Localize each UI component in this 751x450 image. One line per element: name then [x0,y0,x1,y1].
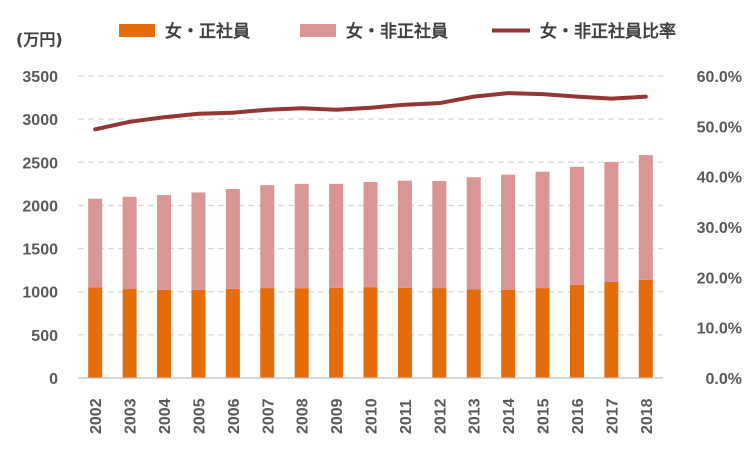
bar-regular-2018 [638,279,653,378]
y-right-tick-label: 50.0% [697,119,742,136]
x-tick-label: 2011 [398,399,415,434]
x-tick-label: 2014 [501,398,518,434]
bar-nonregular-2013 [466,177,481,290]
bar-regular-2017 [604,281,619,378]
y-left-tick-label: 1500 [22,242,58,259]
bar-regular-2015 [535,288,550,378]
bar-nonregular-2005 [191,192,206,290]
x-tick-label: 2016 [570,398,587,434]
bar-regular-2005 [191,289,206,378]
bar-nonregular-2004 [157,195,172,290]
bar-regular-2008 [294,288,309,378]
bar-nonregular-2008 [294,183,309,289]
y-right-tick-label: 30.0% [697,220,742,237]
bar-nonregular-2009 [329,183,344,288]
bar-nonregular-2018 [638,155,653,280]
y-right-tick-label: 60.0% [697,69,742,86]
bar-regular-2009 [329,287,344,378]
x-tick-label: 2005 [191,398,208,434]
bar-regular-2013 [466,289,481,378]
x-tick-label: 2006 [226,398,243,434]
bar-nonregular-2010 [363,181,378,288]
y-left-tick-label: 3000 [22,112,58,129]
bar-regular-2006 [225,288,240,378]
bar-nonregular-2014 [501,174,516,290]
bar-nonregular-2006 [225,189,240,289]
x-tick-label: 2007 [260,398,277,434]
x-tick-label: 2003 [123,398,140,434]
x-tick-label: 2009 [329,398,346,434]
y-left-tick-label: 2500 [22,155,58,172]
x-tick-label: 2012 [432,398,449,434]
ratio-line [93,91,648,132]
x-tick-label: 2017 [604,398,621,434]
y-right-tick-label: 10.0% [697,321,742,338]
bar-regular-2014 [501,289,516,378]
y-left-tick-label: 1000 [22,285,58,302]
bar-regular-2012 [432,288,447,378]
y-right-tick-label: 40.0% [697,170,742,187]
x-tick-label: 2002 [88,398,105,434]
bar-nonregular-2016 [569,166,584,285]
x-tick-label: 2008 [295,398,312,434]
x-tick-label: 2015 [536,398,553,434]
bar-regular-2002 [88,287,103,378]
x-tick-label: 2013 [467,398,484,434]
y-left-tick-label: 0 [49,371,58,388]
bar-nonregular-2017 [604,162,619,282]
bar-nonregular-2007 [260,185,275,289]
legend-label-ratio: 女・非正社員比率 [540,21,676,42]
legend-swatch-nonregular [300,24,336,37]
bar-regular-2003 [122,289,137,378]
bar-regular-2010 [363,287,378,378]
y-left-axis-label: (万円) [16,30,63,49]
x-tick-label: 2004 [157,398,174,434]
bar-regular-2016 [569,284,584,378]
bar-regular-2007 [260,288,275,378]
y-right-tick-label: 20.0% [697,270,742,287]
bar-nonregular-2015 [535,171,550,289]
legend-label-nonregular: 女・非正社員 [346,21,448,42]
x-tick-label: 2010 [364,398,381,434]
y-left-tick-label: 2000 [22,198,58,215]
legend-label-regular: 女・正社員 [165,21,250,42]
legend-swatch-regular [119,24,155,37]
bar-nonregular-2003 [122,196,137,290]
bar-nonregular-2011 [397,180,412,288]
y-right-tick-label: 0.0% [706,371,742,388]
bar-regular-2011 [397,287,412,378]
x-tick-label: 2018 [639,398,656,434]
bar-nonregular-2002 [88,198,103,288]
bar-regular-2004 [157,289,172,378]
y-left-tick-label: 500 [31,328,58,345]
bar-nonregular-2012 [432,180,447,289]
y-left-tick-label: 3500 [22,69,58,86]
